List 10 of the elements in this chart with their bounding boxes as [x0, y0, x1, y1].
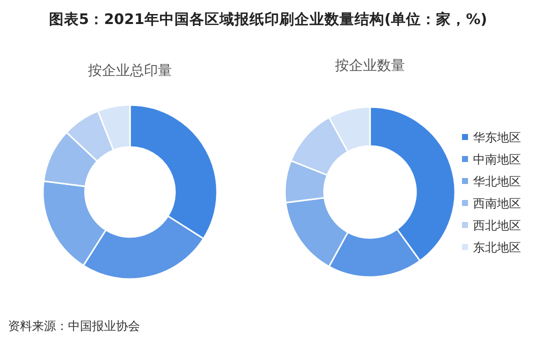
legend-label: 中南地区 — [473, 152, 521, 166]
text: 图表5：2021年中国各区域报纸印刷企业数量结构(单位：家，%) — [48, 10, 488, 28]
legend-label: 华东地区 — [473, 130, 521, 144]
chart-subtitle: 按企业总印量 — [88, 63, 172, 79]
legend-label: 西北地区 — [473, 218, 521, 232]
legend-label: 西南地区 — [473, 196, 521, 210]
text: 资料来源：中国报业协会 — [8, 319, 140, 333]
legend-label: 东北地区 — [473, 240, 521, 254]
chart-title: 按企业数量 — [335, 58, 405, 74]
legend-label: 华北地区 — [473, 174, 521, 188]
